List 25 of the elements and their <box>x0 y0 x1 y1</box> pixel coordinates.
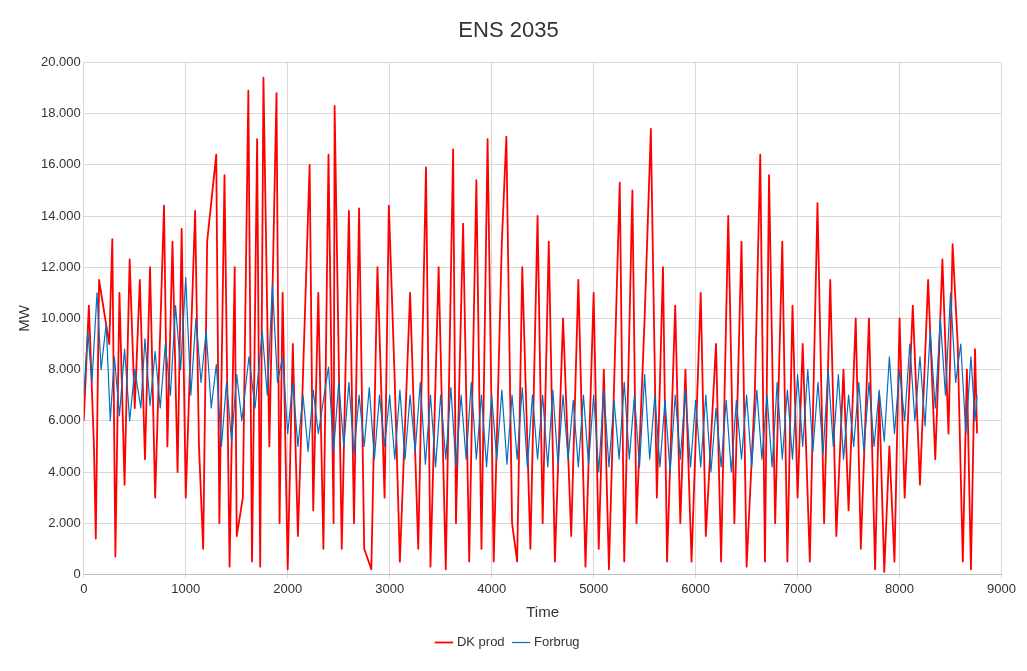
x-tick-label: 2000 <box>273 580 303 596</box>
x-axis-title: Time <box>526 603 560 621</box>
y-tick-label: 12.000 <box>41 258 81 274</box>
y-tick-label: 10.000 <box>41 309 81 325</box>
y-tick-label: 16.000 <box>41 156 81 172</box>
x-tick-label: 5000 <box>579 580 609 596</box>
x-tick-label: 1000 <box>171 580 201 596</box>
x-tick-label: 9000 <box>987 580 1016 596</box>
legend-label: Forbrug <box>534 634 580 650</box>
y-tick-label: 8.000 <box>48 361 81 377</box>
y-tick-label: 0 <box>73 565 81 581</box>
x-tick-label: 7000 <box>783 580 813 596</box>
x-tick-label: 4000 <box>477 580 507 596</box>
y-tick-label: 6.000 <box>48 412 81 428</box>
legend-label: DK prod <box>456 634 505 650</box>
y-tick-label: 14.000 <box>41 207 81 223</box>
x-tick-label: 8000 <box>885 580 915 596</box>
x-tick-label: 3000 <box>375 580 405 596</box>
y-tick-label: 18.000 <box>41 105 81 121</box>
y-tick-label: 4.000 <box>48 463 81 479</box>
y-tick-label: 2.000 <box>48 514 81 530</box>
y-axis-title: MW <box>15 304 33 332</box>
x-tick-label: 6000 <box>681 580 711 596</box>
chart-title: ENS 2035 <box>458 17 559 43</box>
y-tick-label: 20.000 <box>41 53 81 69</box>
